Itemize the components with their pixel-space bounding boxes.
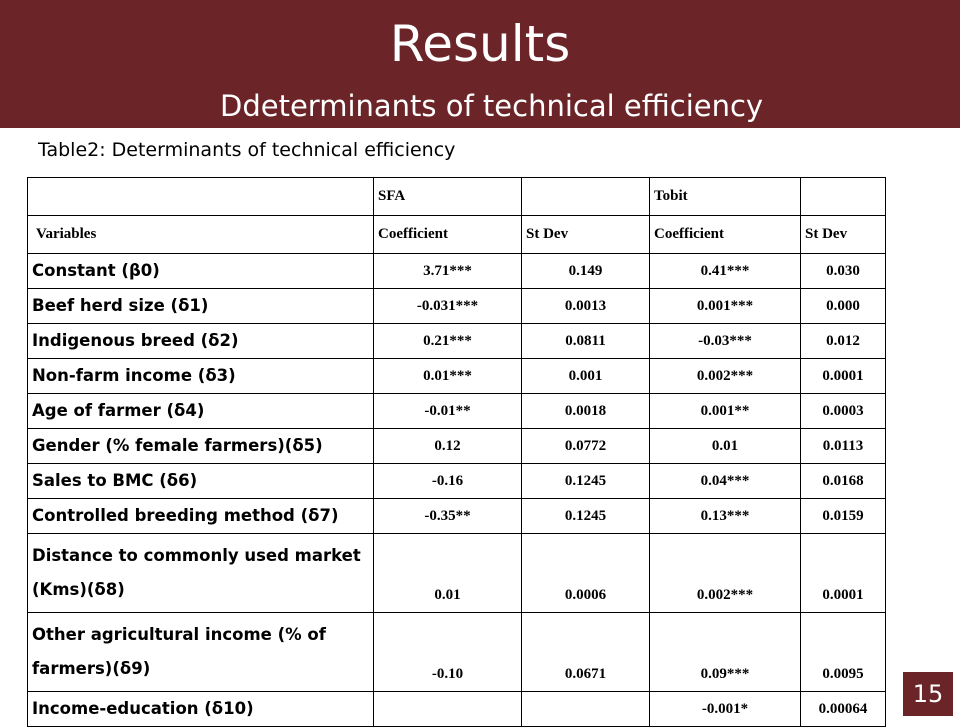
- results-table: SFA Tobit Variables Coefficient St Dev C…: [27, 177, 886, 727]
- variable-cell: Constant (β0): [27, 253, 374, 289]
- tobit-sd-cell: 0.012: [800, 323, 886, 359]
- sfa-coef-cell: -0.16: [373, 463, 522, 499]
- variable-cell: Distance to commonly used market (Kms)(δ…: [27, 533, 374, 613]
- tobit-coef-cell: 0.01: [649, 428, 801, 464]
- tobit-coef-cell: 0.41***: [649, 253, 801, 289]
- tobit-sd-cell: 0.0159: [800, 498, 886, 534]
- table-column-header-row: Variables Coefficient St Dev Coefficient…: [27, 215, 886, 254]
- column-header-variables: Variables: [27, 215, 374, 254]
- sfa-coef-cell: -0.35**: [373, 498, 522, 534]
- sfa-coef-cell: 0.21***: [373, 323, 522, 359]
- sfa-sd-cell: 0.0811: [521, 323, 650, 359]
- tobit-coef-cell: 0.001**: [649, 393, 801, 429]
- variable-cell: Indigenous breed (δ2): [27, 323, 374, 359]
- tobit-sd-cell: 0.0113: [800, 428, 886, 464]
- table-row: Other agricultural income (% of farmers)…: [27, 612, 886, 692]
- sfa-coef-cell: 0.12: [373, 428, 522, 464]
- sfa-sd-cell: 0.0671: [521, 612, 650, 692]
- table-row: Beef herd size (δ1) -0.031*** 0.0013 0.001*…: [27, 288, 886, 324]
- title-banner: [0, 0, 960, 128]
- table-row: Sales to BMC (δ6) -0.16 0.1245 0.04*** 0.016…: [27, 463, 886, 499]
- tobit-coef-cell: 0.13***: [649, 498, 801, 534]
- slide-subtitle: Ddeterminants of technical efficiency: [220, 89, 764, 123]
- sfa-sd-cell: 0.0018: [521, 393, 650, 429]
- sfa-sd-cell: 0.0006: [521, 533, 650, 613]
- sfa-sd-cell: 0.149: [521, 253, 650, 289]
- variable-cell: Income-education (δ10): [27, 691, 374, 727]
- tobit-coef-cell: 0.001***: [649, 288, 801, 324]
- sfa-coef-cell: -0.10: [373, 612, 522, 692]
- sfa-coef-cell: -0.031***: [373, 288, 522, 324]
- sfa-sd-cell: 0.0013: [521, 288, 650, 324]
- column-header-sfa-coefficient: Coefficient: [373, 215, 522, 254]
- sfa-sd-cell: 0.1245: [521, 498, 650, 534]
- table-row: Constant (β0) 3.71*** 0.149 0.41*** 0.030: [27, 253, 886, 289]
- table-row: Gender (% female farmers)(δ5) 0.12 0.0772 0…: [27, 428, 886, 464]
- tobit-sd-cell: 0.0095: [800, 612, 886, 692]
- sfa-coef-cell: 0.01***: [373, 358, 522, 394]
- column-header-sfa-st-dev: St Dev: [521, 215, 650, 254]
- sfa-sd-cell: 0.1245: [521, 463, 650, 499]
- table-row: Indigenous breed (δ2) 0.21*** 0.0811 -0.03*…: [27, 323, 886, 359]
- tobit-sd-cell: 0.0168: [800, 463, 886, 499]
- tobit-coef-cell: 0.09***: [649, 612, 801, 692]
- table-row: Non-farm income (δ3) 0.01*** 0.001 0.002***…: [27, 358, 886, 394]
- group-header-cell: [800, 177, 886, 216]
- sfa-coef-cell: 3.71***: [373, 253, 522, 289]
- tobit-sd-cell: 0.000: [800, 288, 886, 324]
- variable-cell: Controlled breeding method (δ7): [27, 498, 374, 534]
- group-header-cell: [27, 177, 374, 216]
- sfa-coef-cell: [373, 691, 522, 727]
- sfa-sd-cell: [521, 691, 650, 727]
- sfa-coef-cell: -0.01**: [373, 393, 522, 429]
- sfa-sd-cell: 0.001: [521, 358, 650, 394]
- variable-cell: Sales to BMC (δ6): [27, 463, 374, 499]
- table-caption: Table2: Determinants of technical effici…: [38, 139, 456, 161]
- tobit-sd-cell: 0.030: [800, 253, 886, 289]
- table-row: Age of farmer (δ4) -0.01** 0.0018 0.001** 0.…: [27, 393, 886, 429]
- tobit-coef-cell: 0.002***: [649, 358, 801, 394]
- variable-cell: Age of farmer (δ4): [27, 393, 374, 429]
- table-group-header-row: SFA Tobit: [27, 177, 886, 216]
- variable-cell: Beef herd size (δ1): [27, 288, 374, 324]
- sfa-sd-cell: 0.0772: [521, 428, 650, 464]
- variable-cell: Other agricultural income (% of farmers)…: [27, 612, 374, 692]
- group-header-cell: [521, 177, 650, 216]
- column-header-tobit-coefficient: Coefficient: [649, 215, 801, 254]
- table-row: Distance to commonly used market (Kms)(δ…: [27, 533, 886, 613]
- group-header-tobit: Tobit: [649, 177, 801, 216]
- tobit-sd-cell: 0.0003: [800, 393, 886, 429]
- page-number: 15: [903, 672, 953, 716]
- tobit-coef-cell: -0.03***: [649, 323, 801, 359]
- tobit-coef-cell: 0.04***: [649, 463, 801, 499]
- group-header-sfa: SFA: [373, 177, 522, 216]
- variable-cell: Gender (% female farmers)(δ5): [27, 428, 374, 464]
- variable-cell: Non-farm income (δ3): [27, 358, 374, 394]
- tobit-sd-cell: 0.0001: [800, 358, 886, 394]
- column-header-tobit-st-dev: St Dev: [800, 215, 886, 254]
- table-row: Controlled breeding method (δ7) -0.35** 0.…: [27, 498, 886, 534]
- tobit-sd-cell: 0.0001: [800, 533, 886, 613]
- tobit-coef-cell: -0.001*: [649, 691, 801, 727]
- tobit-coef-cell: 0.002***: [649, 533, 801, 613]
- sfa-coef-cell: 0.01: [373, 533, 522, 613]
- slide-title: Results: [389, 15, 571, 73]
- tobit-sd-cell: 0.00064: [800, 691, 886, 727]
- table-row: Income-education (δ10) -0.001* 0.00064: [27, 691, 886, 727]
